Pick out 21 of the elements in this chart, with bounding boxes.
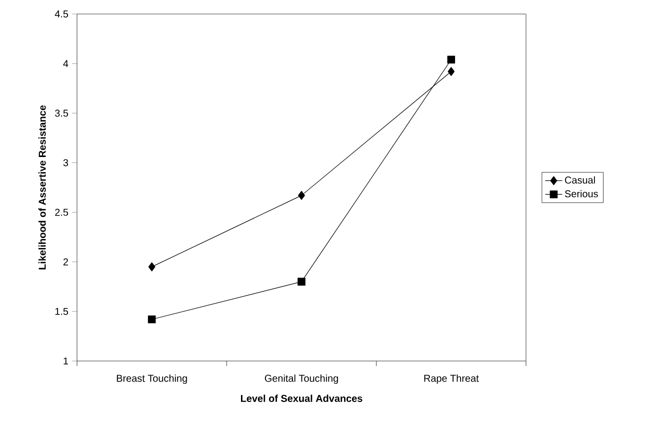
x-tick-label: Genital Touching — [264, 374, 338, 384]
y-axis-title: Likelihood of Assertive Resistance — [38, 105, 46, 270]
y-tick-label: 2 — [63, 258, 68, 266]
legend-label: Serious — [564, 190, 598, 198]
point — [448, 67, 455, 76]
point — [298, 278, 306, 286]
x-axis-title: Level of Sexual Advances — [240, 394, 362, 402]
x-tick-label: Rape Threat — [424, 374, 479, 384]
y-tick-label: 3.5 — [55, 110, 68, 117]
point — [447, 56, 456, 64]
y-tick-label: 4 — [63, 60, 68, 67]
x-tick-label: Breast Touching — [116, 374, 187, 384]
point — [148, 315, 156, 324]
y-tick-label: 2.5 — [55, 208, 68, 216]
point — [148, 262, 156, 272]
legend-label: Casual — [565, 176, 595, 184]
y-tick-label: 1.5 — [55, 308, 68, 315]
y-tick-label: 4.5 — [54, 10, 68, 18]
y-tick-label: 1 — [64, 358, 68, 364]
y-tick-label: 3 — [63, 159, 68, 166]
point — [298, 190, 305, 200]
